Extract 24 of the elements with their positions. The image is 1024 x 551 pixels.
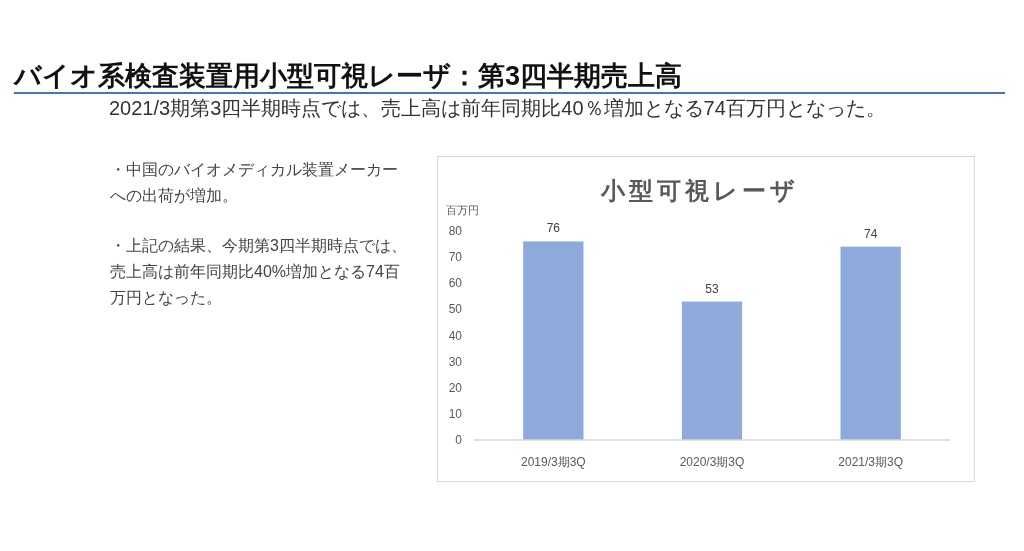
- text: ・上記の結果、今期第3四半期時点では、売上高は前年同期比40%増加となる74百万円となった。: [110, 236, 408, 308]
- data-label: 53: [705, 281, 719, 296]
- text: 2021/3期第3四半期時点では、売上高は前年同期比40％増加となる74百万円となった。: [109, 96, 886, 120]
- x-tick-label: 2019/3期3Q: [520, 455, 586, 469]
- bar: [523, 241, 584, 440]
- bar: [681, 301, 743, 440]
- y-axis-title: 百万円: [446, 204, 479, 216]
- y-tick-label: 20: [448, 380, 463, 395]
- x-tick-label: 2020/3期3Q: [679, 455, 745, 469]
- y-tick-label: 0: [455, 433, 463, 447]
- y-tick-label: 50: [448, 302, 463, 317]
- x-tick-label: 2021/3期3Q: [838, 455, 904, 469]
- bar: [840, 246, 901, 440]
- data-label: 76: [546, 221, 561, 236]
- y-tick-label: 80: [448, 224, 463, 238]
- y-tick-label: 60: [448, 276, 463, 291]
- text: ・中国のバイオメディカル装置メーカーへの出荷が増加。: [110, 160, 399, 206]
- y-tick-label: 30: [448, 354, 463, 369]
- data-label: 74: [863, 226, 878, 241]
- y-tick-label: 70: [448, 250, 463, 265]
- chart-title: 小型可視レーザ: [600, 177, 799, 204]
- y-tick-label: 10: [448, 406, 463, 421]
- text: バイオ系検査装置用小型可視レーザ：第3四半期売上高: [14, 60, 683, 92]
- y-tick-label: 40: [448, 328, 463, 343]
